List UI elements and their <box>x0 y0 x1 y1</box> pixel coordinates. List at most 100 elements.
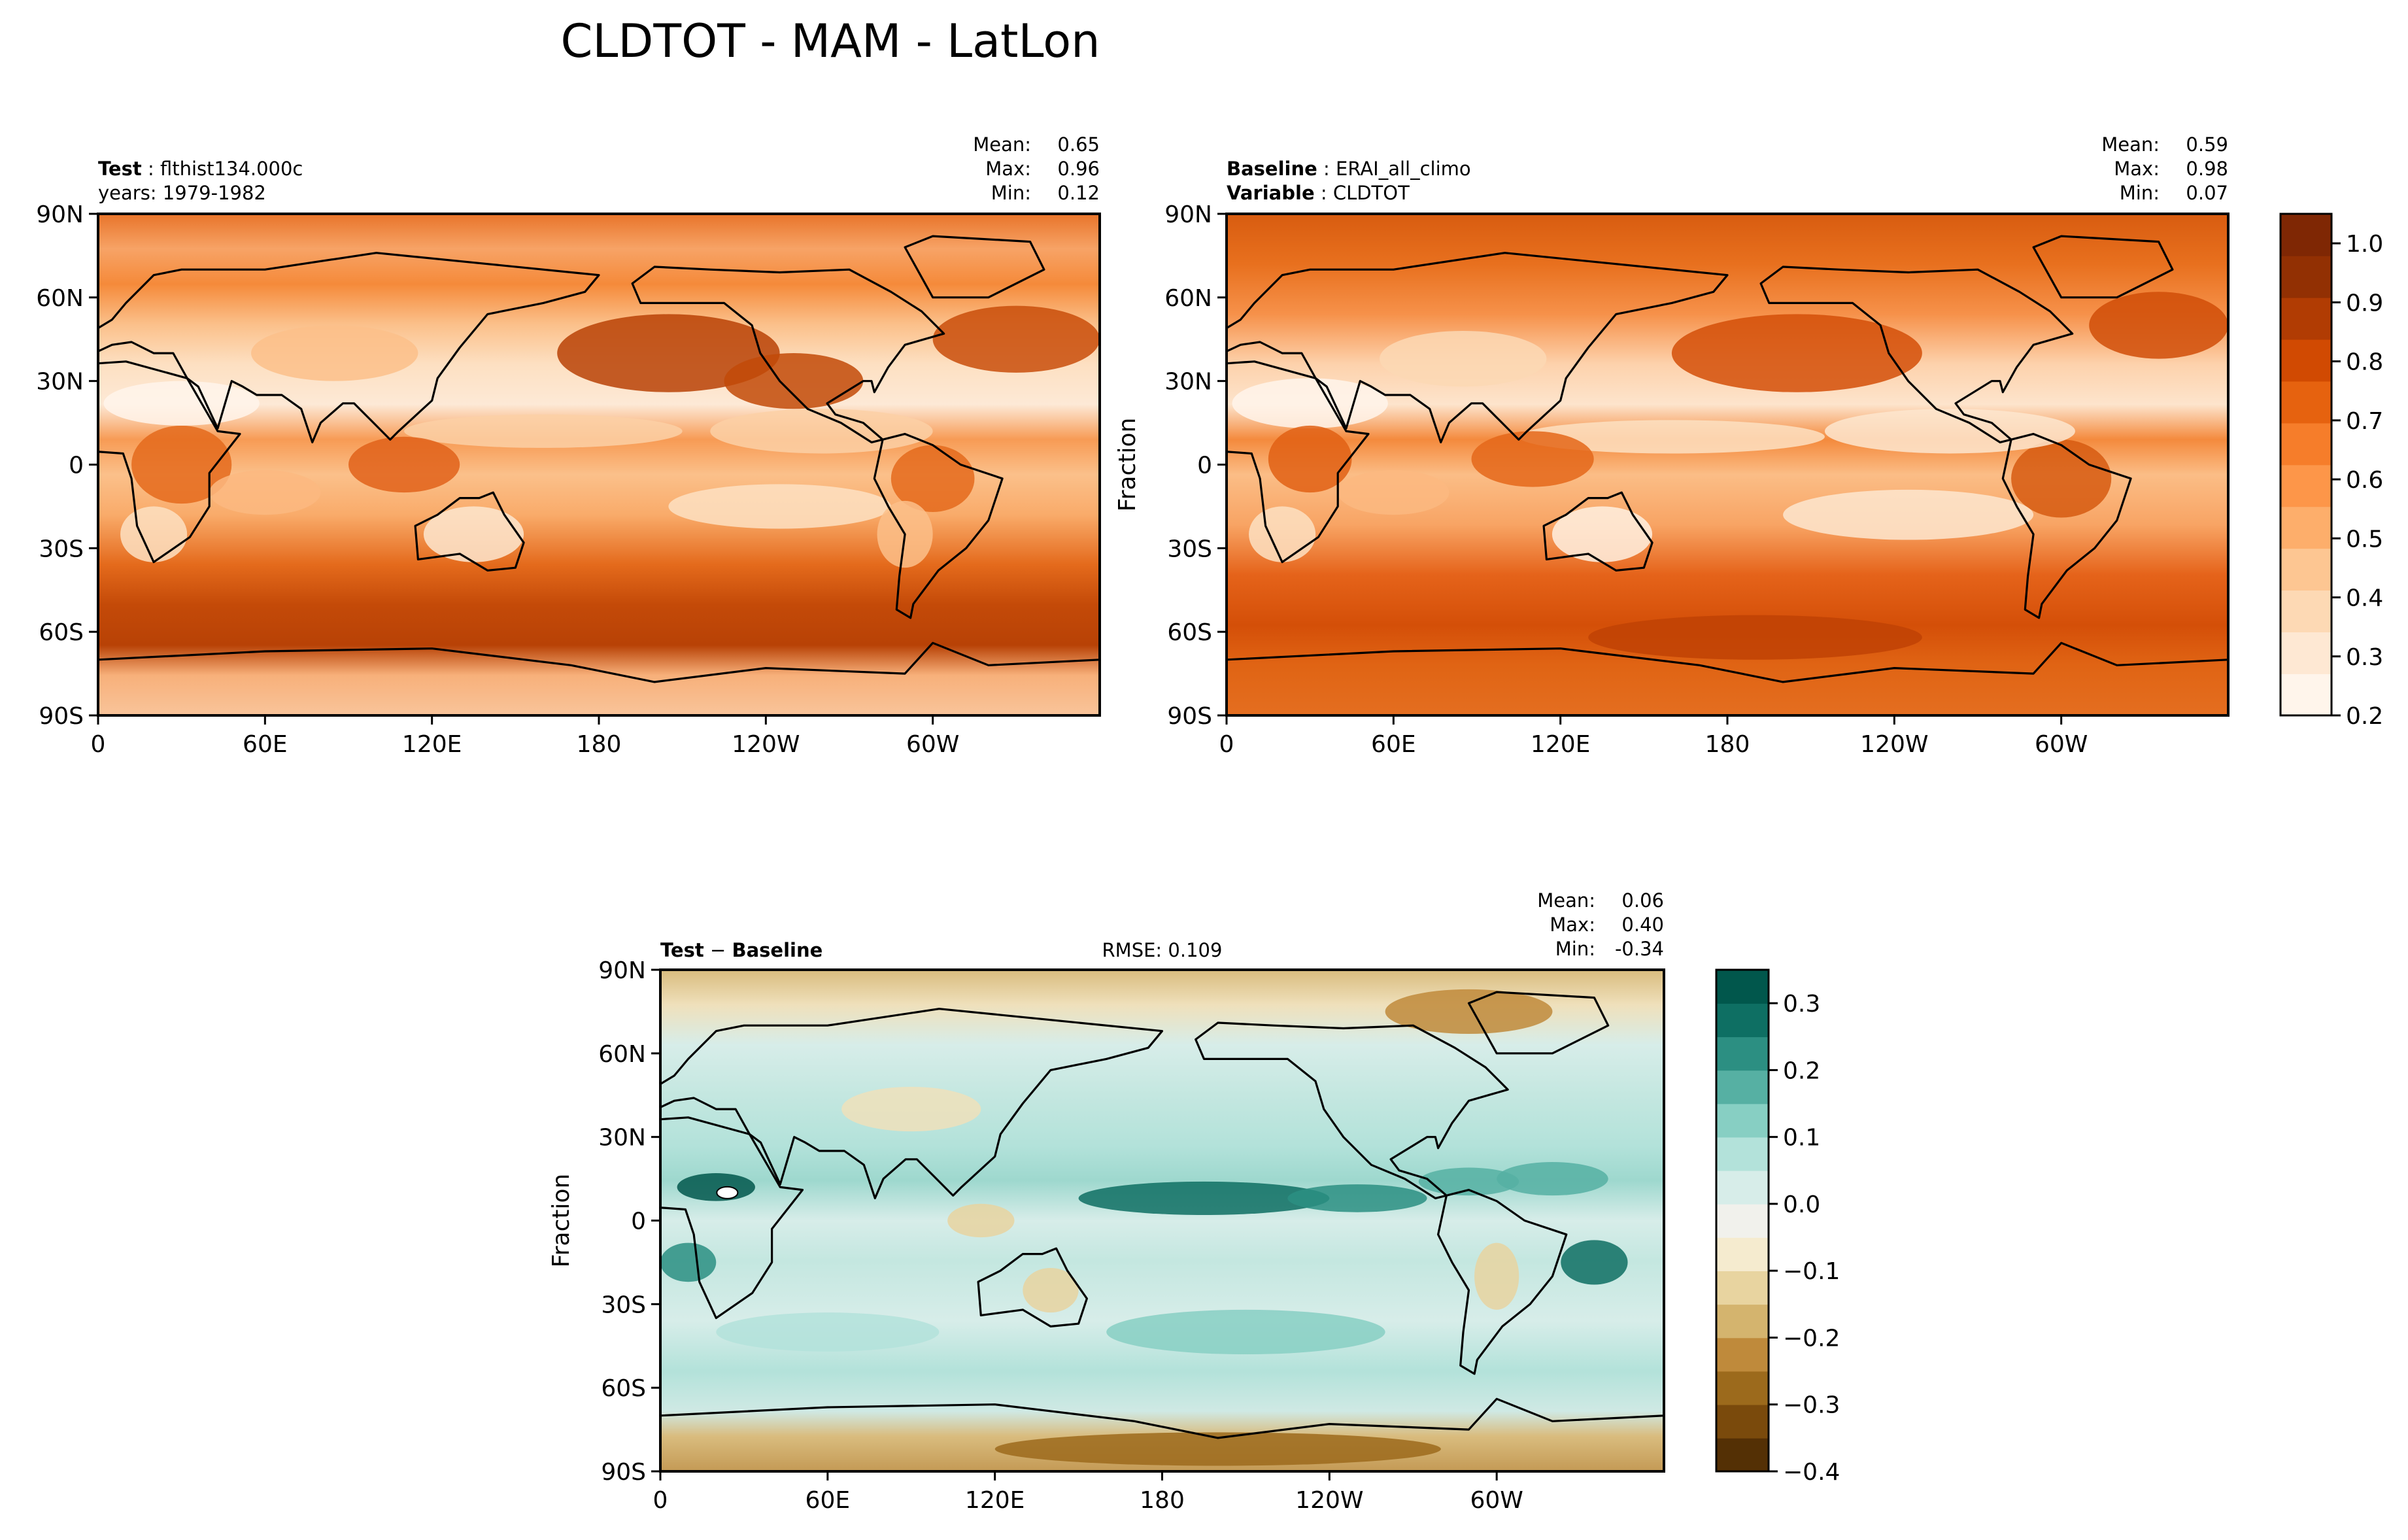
x-tick-label: 120E <box>1531 731 1590 758</box>
colorbar-tick-label: −0.2 <box>1783 1325 1840 1352</box>
field-blob <box>131 425 232 504</box>
x-tick-label: 0 <box>653 1487 668 1514</box>
y-tick-label: 30S <box>1167 536 1212 562</box>
x-tick-label: 60W <box>906 731 959 758</box>
colorbar-swatch <box>1716 1203 1769 1238</box>
coastline <box>660 1116 804 1320</box>
colorbar-swatch <box>1716 1437 1769 1472</box>
coastline <box>660 1008 1164 1199</box>
figure-title: CLDTOT - MAM - LatLon <box>560 14 1100 68</box>
field-blob <box>660 1242 717 1282</box>
colorbar-tick-label: −0.3 <box>1783 1392 1840 1419</box>
panel-label: Test : flthist134.000c <box>98 158 303 180</box>
y-tick-label: 60S <box>601 1375 646 1402</box>
field-blob <box>1671 314 1922 392</box>
colorbar-swatch <box>2281 381 2332 424</box>
colorbar-tick-label: 1.0 <box>2346 231 2383 258</box>
y-axis-label: Fraction <box>1114 418 1141 512</box>
x-tick-label: 120W <box>1295 1487 1363 1514</box>
stat-value: 0.65 <box>1057 133 1100 156</box>
colorbar-swatch <box>2281 632 2332 674</box>
field-blob <box>947 1203 1015 1238</box>
colorbar-swatch <box>1716 970 1769 1004</box>
field-blob <box>724 353 864 409</box>
field-blob <box>994 1432 1441 1466</box>
colorbar-tick-label: 0.2 <box>2346 703 2383 730</box>
field-blob <box>423 506 524 562</box>
field-blob <box>1268 425 1352 493</box>
y-tick-label: 30N <box>36 369 84 396</box>
coastline <box>1227 252 1729 443</box>
y-tick-label: 0 <box>69 453 84 479</box>
y-tick-label: 0 <box>631 1208 646 1235</box>
colorbar-swatch <box>1716 1271 1769 1305</box>
field-blob <box>716 1312 940 1352</box>
coastline <box>2001 433 2132 619</box>
field-blob <box>1418 1167 1519 1196</box>
colorbar-tick-label: 0.5 <box>2346 526 2383 553</box>
y-tick-label: 30N <box>598 1125 646 1152</box>
y-tick-label: 60N <box>36 285 84 312</box>
y-tick-label: 30S <box>601 1292 646 1318</box>
x-tick-label: 0 <box>1219 731 1234 758</box>
x-tick-label: 60E <box>805 1487 851 1514</box>
field-blob <box>103 381 260 426</box>
x-tick-label: 180 <box>1140 1487 1185 1514</box>
field-blob <box>251 325 418 381</box>
map-panel-baseline: 0 60E 120E 180 120W 60W 90N 60N 30N 0 30S 60S 90S Fra… <box>1114 133 2230 758</box>
map-panel-test: 0 60E 120E 180 120W 60W 90N 60N 30N 0 30S 60S 90S Tes… <box>36 133 1101 758</box>
field-blob <box>2089 292 2228 359</box>
colorbar-swatch <box>2281 297 2332 340</box>
field-blob <box>1474 1242 1519 1310</box>
field-background <box>660 970 1664 1471</box>
field-blob <box>1561 1240 1628 1285</box>
map-panel-diff: 0 60E 120E 180 120W 60W 90N 60N 30N 0 30S 60S 90S Fra… <box>548 889 1665 1514</box>
colorbar-main: 0.2 0.3 0.4 0.5 0.6 0.7 0.8 0.9 1.0 <box>2279 213 2383 730</box>
y-tick-label: 90N <box>1164 201 1212 228</box>
colorbar-tick-label: 0.4 <box>2346 585 2383 612</box>
colorbar-swatch <box>2281 590 2332 632</box>
coastline <box>660 1397 1664 1471</box>
y-tick-label: 90N <box>36 201 84 228</box>
field-blob <box>1380 330 1547 387</box>
field-blob <box>2011 439 2112 518</box>
stat-label: Min: <box>2120 182 2160 204</box>
x-tick-label: 60E <box>1371 731 1416 758</box>
y-tick-label: 60N <box>598 1041 646 1068</box>
stat-label: Min: <box>1555 938 1595 960</box>
stat-value: 0.07 <box>2186 182 2228 204</box>
colorbar-swatch <box>1716 1404 1769 1439</box>
stat-label: Max: <box>2114 158 2160 180</box>
coastline <box>1759 265 2074 443</box>
colorbar-swatch <box>2281 506 2332 549</box>
colorbar-tick-label: −0.1 <box>1783 1258 1840 1285</box>
coastline <box>1542 491 1653 572</box>
coastline <box>98 642 1100 715</box>
stat-value: 0.06 <box>1621 889 1664 912</box>
colorbar-swatch <box>1716 1237 1769 1271</box>
colorbar-swatch <box>1716 1170 1769 1205</box>
field-blob <box>1287 1184 1427 1212</box>
x-tick-label: 0 <box>91 731 106 758</box>
colorbar-swatch <box>2281 548 2332 591</box>
colorbar-tick-label: 0.2 <box>1783 1057 1820 1084</box>
x-tick-label: 120E <box>402 731 462 758</box>
y-tick-label: 90N <box>598 957 646 984</box>
colorbar-swatch <box>2281 339 2332 382</box>
y-tick-label: 90S <box>601 1459 646 1486</box>
y-tick-label: 0 <box>1197 453 1212 479</box>
y-tick-label: 60S <box>1167 619 1212 646</box>
panel-years-label: years: 1979-1982 <box>98 182 266 204</box>
colorbar-swatch <box>1716 1003 1769 1038</box>
coastline <box>98 252 600 443</box>
field-blob <box>1783 489 2034 540</box>
field-blob <box>1471 431 1594 487</box>
colorbar-tick-label: 0.3 <box>1783 991 1820 1018</box>
coastline <box>977 1247 1088 1327</box>
coastline <box>1227 360 1370 564</box>
stat-label: Min: <box>991 182 1031 204</box>
field-blob <box>890 445 975 512</box>
field-blob <box>1249 506 1316 562</box>
coastline <box>1437 1189 1568 1375</box>
colorbar-tick-label: 0.9 <box>2346 290 2383 317</box>
